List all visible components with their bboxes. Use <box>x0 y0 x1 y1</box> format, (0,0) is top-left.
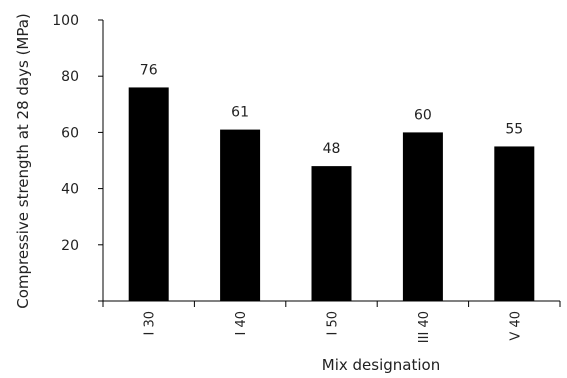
category-label: I 40 <box>234 311 249 336</box>
bar <box>128 87 169 301</box>
data-label: 48 <box>323 141 341 157</box>
data-label: 55 <box>505 121 523 137</box>
category-label: III 40 <box>417 311 432 343</box>
bar <box>494 146 535 301</box>
x-axis-ticks <box>102 301 561 307</box>
y-tick-label: 100 <box>52 13 79 29</box>
bar <box>220 129 261 301</box>
category-label: I 50 <box>326 311 341 336</box>
bars <box>128 87 535 301</box>
data-labels: 76 61 48 60 55 <box>140 62 523 157</box>
x-axis-title: Mix designation <box>322 356 440 374</box>
data-label: 61 <box>231 105 249 121</box>
y-tick-label: 60 <box>61 125 79 141</box>
bar <box>311 166 352 301</box>
y-axis-title: Compressive strength at 28 days (MPa) <box>14 13 32 309</box>
category-label: I 30 <box>143 311 158 336</box>
data-label: 76 <box>140 62 158 78</box>
y-axis-ticks: 20 40 60 80 100 <box>52 13 103 302</box>
y-tick-label: 80 <box>61 69 79 85</box>
category-label: V 40 <box>508 311 523 341</box>
bar <box>402 132 443 301</box>
y-tick-label: 20 <box>61 238 79 254</box>
data-label: 60 <box>414 107 432 123</box>
y-tick-label: 40 <box>61 182 79 198</box>
category-labels: I 30 I 40 I 50 III 40 V 40 <box>143 311 524 343</box>
